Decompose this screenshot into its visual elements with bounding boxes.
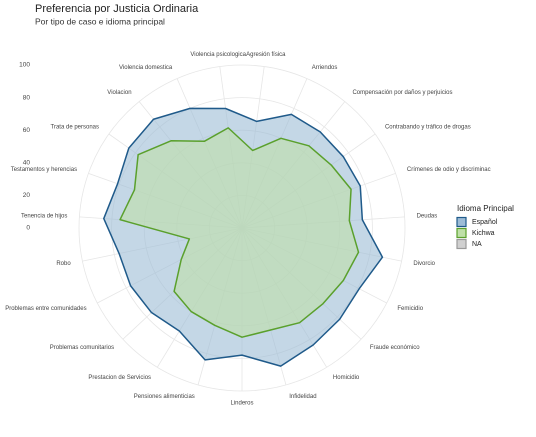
legend-swatch — [456, 216, 467, 228]
category-label: Femicidio — [397, 306, 423, 312]
legend-label: Kichwa — [472, 230, 495, 237]
series-area — [119, 127, 360, 338]
category-label: Compensación por daños y perjuicios — [352, 90, 452, 96]
category-label: Testamentos y herencias — [11, 167, 77, 173]
y-tick-label: 80 — [23, 94, 31, 101]
legend-title: Idioma Principal — [457, 204, 514, 213]
category-label: Agresión física — [246, 52, 286, 58]
category-label: Crímenes de odio y discriminac — [407, 167, 491, 173]
legend-swatch — [456, 238, 467, 250]
category-label: Arriendos — [312, 65, 338, 71]
y-tick-label: 100 — [19, 62, 30, 69]
category-label: Tenencia de hijos — [21, 214, 67, 220]
y-tick-label: 60 — [23, 127, 31, 134]
category-label: Robo — [56, 261, 71, 267]
category-label: Divorcio — [413, 261, 435, 267]
category-label: Problemas entre comunidades — [5, 306, 86, 312]
category-label: Violencia psicologica — [190, 52, 246, 58]
category-label: Fraude económico — [370, 345, 420, 351]
category-label: Contrabando y tráfico de drogas — [385, 125, 471, 131]
y-tick-label: 40 — [23, 160, 31, 167]
category-label: Pensiones alimenticias — [134, 394, 195, 400]
y-tick-label: 20 — [23, 192, 31, 199]
category-label: Violencia domestica — [119, 65, 173, 71]
legend-swatch — [456, 227, 467, 239]
chart-title: Preferencia por Justicia Ordinaria — [35, 3, 199, 15]
chart-subtitle: Por tipo de caso e idioma principal — [35, 16, 165, 26]
category-label: Trata de personas — [51, 125, 99, 131]
y-tick-label: 0 — [26, 225, 30, 232]
category-label: Linderos — [230, 401, 253, 407]
category-label: Prestacion de Servicios — [88, 375, 151, 381]
legend-label: NA — [472, 241, 482, 248]
category-label: Infidelidad — [289, 394, 316, 400]
category-label: Violacion — [107, 90, 131, 96]
legend-label: Español — [472, 219, 498, 226]
category-label: Deudas — [417, 214, 438, 220]
category-label: Homicidio — [333, 375, 360, 381]
category-label: Problemas comunitarios — [50, 345, 114, 351]
